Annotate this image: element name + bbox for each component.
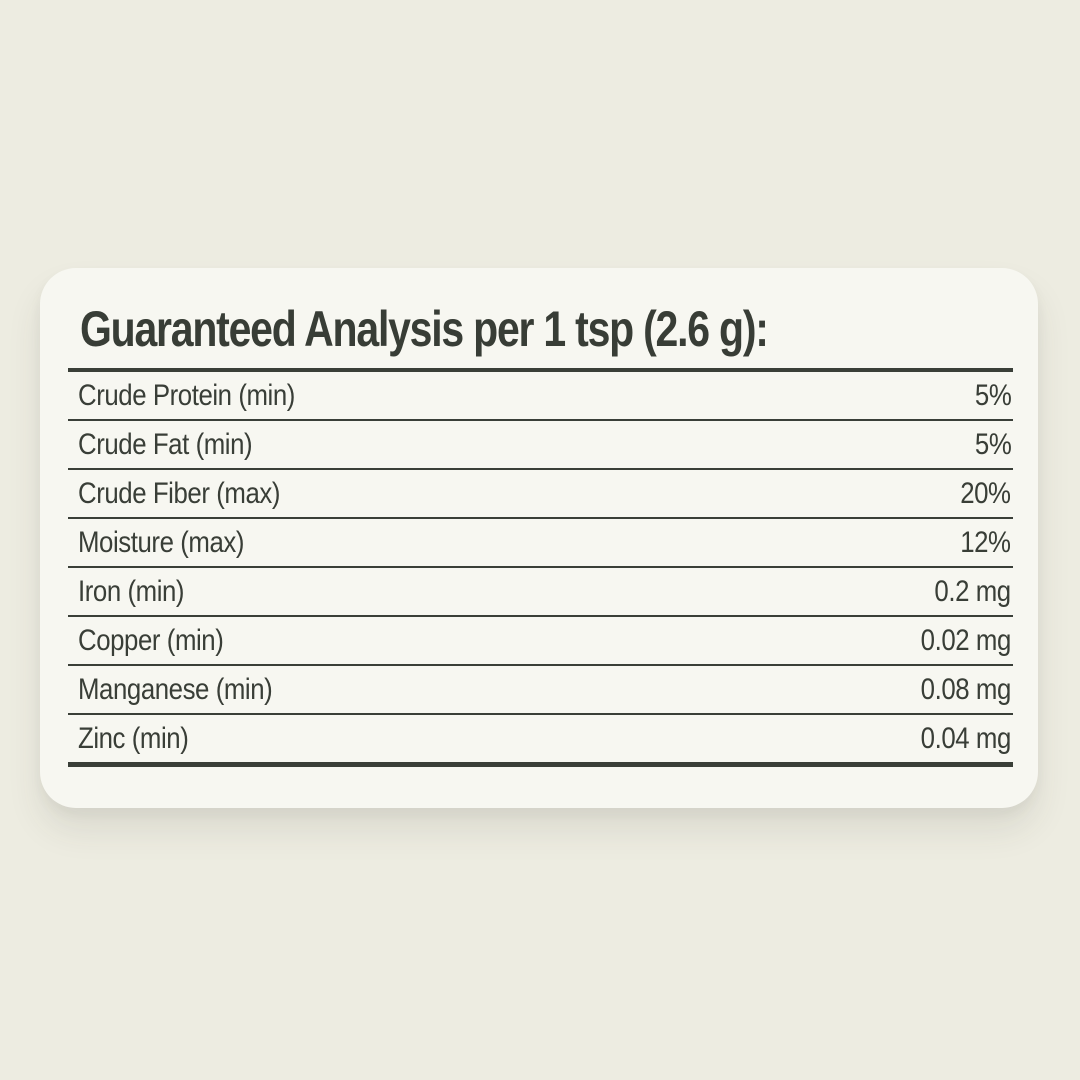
nutrient-name: Zinc (min)	[78, 721, 189, 755]
nutrient-name: Manganese (min)	[78, 672, 273, 706]
nutrient-value: 5%	[974, 427, 1012, 461]
nutrient-name: Moisture (max)	[78, 525, 245, 559]
card-title: Guaranteed Analysis per 1 tsp (2.6 g):	[80, 301, 769, 357]
table-row: Crude Fat (min) 5%	[68, 421, 1013, 470]
nutrient-value: 12%	[960, 525, 1012, 559]
table-row: Copper (min) 0.02 mg	[68, 617, 1013, 666]
nutrient-value: 5%	[974, 378, 1012, 412]
table-row: Manganese (min) 0.08 mg	[68, 666, 1013, 715]
nutrient-value: 0.04 mg	[920, 721, 1012, 755]
nutrient-value: 0.2 mg	[934, 574, 1012, 608]
table-row: Crude Fiber (max) 20%	[68, 470, 1013, 519]
guaranteed-analysis-table: Crude Protein (min) 5% Crude Fat (min) 5…	[68, 368, 1013, 767]
nutrient-value: 0.08 mg	[920, 672, 1012, 706]
nutrient-name: Crude Fiber (max)	[78, 476, 281, 510]
table-row: Crude Protein (min) 5%	[68, 372, 1013, 421]
nutrient-value: 0.02 mg	[920, 623, 1012, 657]
table-row: Zinc (min) 0.04 mg	[68, 715, 1013, 762]
nutrient-name: Copper (min)	[78, 623, 224, 657]
nutrient-name: Crude Protein (min)	[78, 378, 295, 412]
nutrient-name: Crude Fat (min)	[78, 427, 253, 461]
nutrient-name: Iron (min)	[78, 574, 185, 608]
table-row: Iron (min) 0.2 mg	[68, 568, 1013, 617]
guaranteed-analysis-card: Guaranteed Analysis per 1 tsp (2.6 g): C…	[40, 268, 1038, 808]
nutrient-value: 20%	[960, 476, 1012, 510]
table-row: Moisture (max) 12%	[68, 519, 1013, 568]
